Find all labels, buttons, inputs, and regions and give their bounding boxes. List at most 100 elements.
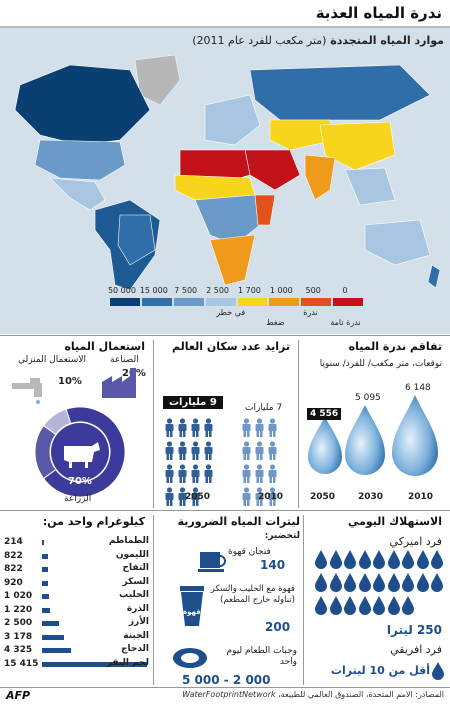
- water-drop-icon: [402, 550, 414, 569]
- scarcity-value-2010: 6 148: [405, 383, 431, 393]
- scarcity-value-2030: 5 095: [355, 393, 381, 403]
- europe-shape: [204, 94, 261, 146]
- map-title: موارد المياه المتجددة (متر مكعب للفرد عا…: [192, 34, 444, 47]
- title-divider: [0, 26, 450, 28]
- water-drop-icon: [315, 596, 327, 615]
- kilo-row: 920 السكر: [0, 577, 153, 591]
- water-drop-icon: [416, 573, 429, 592]
- american-drops: [315, 550, 445, 620]
- kilo-value: 1 220: [4, 604, 33, 615]
- australia-shape: [364, 219, 431, 266]
- kilo-name: الحليب: [119, 590, 149, 600]
- milk-coffee-label: قهوة مع الحليب والسكر (تناوله خارج المطع…: [210, 584, 295, 605]
- legend-value: 7 500: [174, 286, 198, 295]
- takeaway-cup-text: قهوة: [183, 608, 201, 616]
- person-icon: [191, 418, 200, 437]
- african-value: أقل من 10 ليترات: [330, 664, 430, 677]
- person-icon: [165, 464, 174, 483]
- faucet-icon: [12, 378, 42, 404]
- person-icon: [242, 418, 251, 437]
- person-icon: [255, 487, 264, 506]
- person-icon: [268, 464, 277, 483]
- milk-coffee-value: 200: [265, 620, 291, 634]
- scarcity-year-2030: 2030: [358, 492, 384, 502]
- source-text: المصادر: الامم المتحدة، الصندوق العالمي …: [182, 690, 444, 699]
- water-drop-icon: [329, 550, 342, 569]
- map-legend: 50 000 15 000 7 500 2 500 1 700 1 000 500 0 في …: [108, 286, 365, 332]
- person-icon: [165, 418, 174, 437]
- kilo-name: الليمون: [115, 549, 149, 560]
- kilo-name: الدجاج: [120, 644, 149, 654]
- legend-value: 0: [342, 286, 348, 295]
- water-drop-icon: [416, 550, 429, 569]
- divider-v2: [153, 340, 154, 508]
- kilo-bar: [42, 634, 64, 640]
- drop-2050: [308, 417, 342, 474]
- kilo-value: 2 500: [4, 618, 33, 628]
- legend-value: 1 000: [269, 286, 293, 295]
- water-drop-icon: [402, 573, 414, 592]
- liters-subtitle: لتحضير:: [264, 531, 300, 541]
- east-africa-shape: [254, 194, 276, 226]
- kilo-bar: [42, 661, 147, 667]
- person-icon: [242, 464, 251, 483]
- legend-value: 2 500: [206, 286, 230, 295]
- legend-swatch: [237, 298, 268, 306]
- middle-east-shape: [244, 149, 301, 191]
- water-drop-icon: [344, 573, 356, 592]
- kilo-bar: [42, 621, 60, 626]
- people-2050: [163, 418, 223, 506]
- kilo-name: الأرز: [128, 617, 149, 627]
- kilo-name: السكر: [122, 576, 149, 587]
- source-label: المصادر: الامم المتحدة، الصندوق العالمي …: [278, 690, 444, 699]
- kilo-value: 15 415: [4, 658, 39, 669]
- legend-value: 1 700: [237, 286, 261, 295]
- water-drop-icon: [329, 573, 342, 592]
- scarcity-title: تفاقم ندرة المياه: [348, 340, 442, 353]
- water-drop-icon: [315, 550, 327, 569]
- usa-shape: [34, 139, 126, 181]
- african-drop-icon: [432, 662, 444, 680]
- kilo-value: 920: [4, 577, 23, 588]
- person-icon: [268, 441, 277, 460]
- agriculture-label: الزراعة: [64, 494, 92, 504]
- legend-swatch: [269, 298, 300, 306]
- russia-shape: [249, 64, 431, 121]
- india-shape: [304, 154, 336, 201]
- water-drop-icon: [402, 596, 414, 615]
- population-label-2010: 7 مليارات: [245, 403, 283, 413]
- coffee-label: فنجان قهوة: [228, 547, 271, 557]
- map-divider: [0, 335, 450, 336]
- meals-label: وجبات الطعام ليوم واحد: [226, 646, 297, 667]
- kilo-name: لحم البقر: [106, 657, 149, 668]
- person-icon: [165, 487, 174, 506]
- coffee-value: 140: [260, 558, 286, 572]
- kilo-bar: [42, 540, 44, 545]
- footer-divider: [0, 687, 450, 688]
- person-icon: [204, 418, 213, 437]
- domestic-segment: [42, 408, 72, 436]
- kilo-row: 3 178 الجبنة: [0, 631, 153, 645]
- kilo-value: 822: [4, 564, 23, 574]
- canada-shape: [14, 64, 151, 146]
- central-africa-shape: [194, 194, 261, 246]
- kilo-value: 3 178: [4, 631, 33, 642]
- person-icon: [178, 418, 187, 437]
- kilo-bar: [42, 567, 48, 572]
- kilo-row: 15 415 لحم البقر: [0, 658, 153, 672]
- kilo-chart: 214 الطماطم 822 الليمون 822 التفاح 920 ا…: [0, 536, 153, 686]
- industry-label: الصناعة: [110, 355, 139, 365]
- kilo-row: 2 500 الأرز: [0, 617, 153, 631]
- kilo-name: التفاح: [122, 563, 149, 573]
- legend-swatch: [110, 298, 140, 306]
- legend-swatch: [333, 298, 363, 306]
- person-icon: [204, 441, 213, 460]
- water-drop-icon: [358, 550, 371, 569]
- legend-value: 50 000: [107, 286, 136, 295]
- water-drop-icon: [387, 573, 400, 592]
- brazil-shape: [117, 214, 156, 266]
- usage-title: استعمال المياه: [64, 340, 145, 353]
- water-drop-icon: [373, 573, 385, 592]
- person-icon: [178, 487, 187, 506]
- water-drop-icon: [344, 550, 356, 569]
